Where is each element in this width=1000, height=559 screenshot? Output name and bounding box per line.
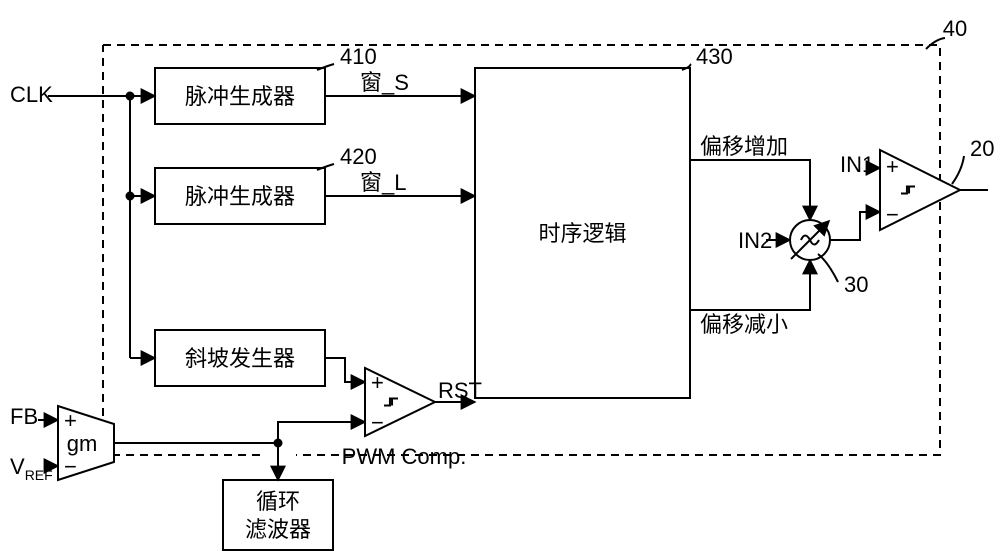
timing-logic: 时序逻辑 430 — [475, 44, 733, 398]
timing-logic-num: 430 — [696, 44, 733, 69]
pulse-generator-s-label: 脉冲生成器 — [185, 84, 295, 109]
port-in2: IN2 — [738, 228, 772, 253]
wire-ramp-pwm — [325, 358, 365, 382]
loop-filter-label1: 循环 — [256, 489, 300, 514]
junction-dot — [126, 192, 135, 201]
ramp-generator-label: 斜坡发生器 — [185, 346, 295, 371]
label-offset-dn: 偏移减小 — [700, 312, 788, 337]
svg-text:−: − — [886, 202, 899, 227]
svg-text:+: + — [371, 370, 384, 395]
port-clk: CLK — [10, 82, 53, 107]
loop-filter: 循环滤波器 — [223, 480, 333, 550]
pulse-generator-l-label: 脉冲生成器 — [185, 184, 295, 209]
output-comparator: + − 20 — [880, 136, 994, 230]
pwm-comparator-label: PWM Comp. — [342, 444, 467, 469]
timing-logic-label: 时序逻辑 — [538, 221, 626, 246]
wire-node-pwmminus — [278, 422, 365, 443]
pulse-generator-s: 脉冲生成器 410 — [155, 44, 377, 124]
output-comparator-num: 20 — [970, 136, 994, 161]
label-offset-up: 偏移增加 — [700, 134, 788, 159]
svg-text:+: + — [64, 408, 77, 433]
pulse-generator-l-num: 420 — [340, 144, 377, 169]
port-vref: VREF — [10, 454, 53, 483]
gm-amp: gm+ − — [58, 406, 114, 480]
loop-filter-label2: 滤波器 — [245, 517, 311, 542]
ramp-generator: 斜坡发生器 — [155, 330, 325, 386]
svg-text:−: − — [64, 454, 77, 479]
module-label: 40 — [943, 16, 967, 41]
wire-bias-cmp — [830, 212, 880, 240]
svg-text:−: − — [371, 410, 384, 435]
gm-amp-label: gm — [67, 431, 98, 456]
wire-offset-up — [690, 160, 810, 220]
bias-adjust-num: 30 — [844, 272, 868, 297]
label-window-s: 窗_S — [360, 70, 409, 95]
label-window-l: 窗_L — [360, 170, 406, 195]
svg-text:+: + — [886, 154, 899, 179]
pulse-generator-l: 脉冲生成器 420 — [155, 144, 377, 224]
wire-offset-dn — [690, 260, 810, 310]
pulse-generator-s-num: 410 — [340, 44, 377, 69]
port-fb: FB — [10, 404, 38, 429]
bias-adjust: 30 — [790, 220, 868, 297]
port-in1: IN1 — [840, 152, 874, 177]
label-rst: RST — [438, 378, 482, 403]
